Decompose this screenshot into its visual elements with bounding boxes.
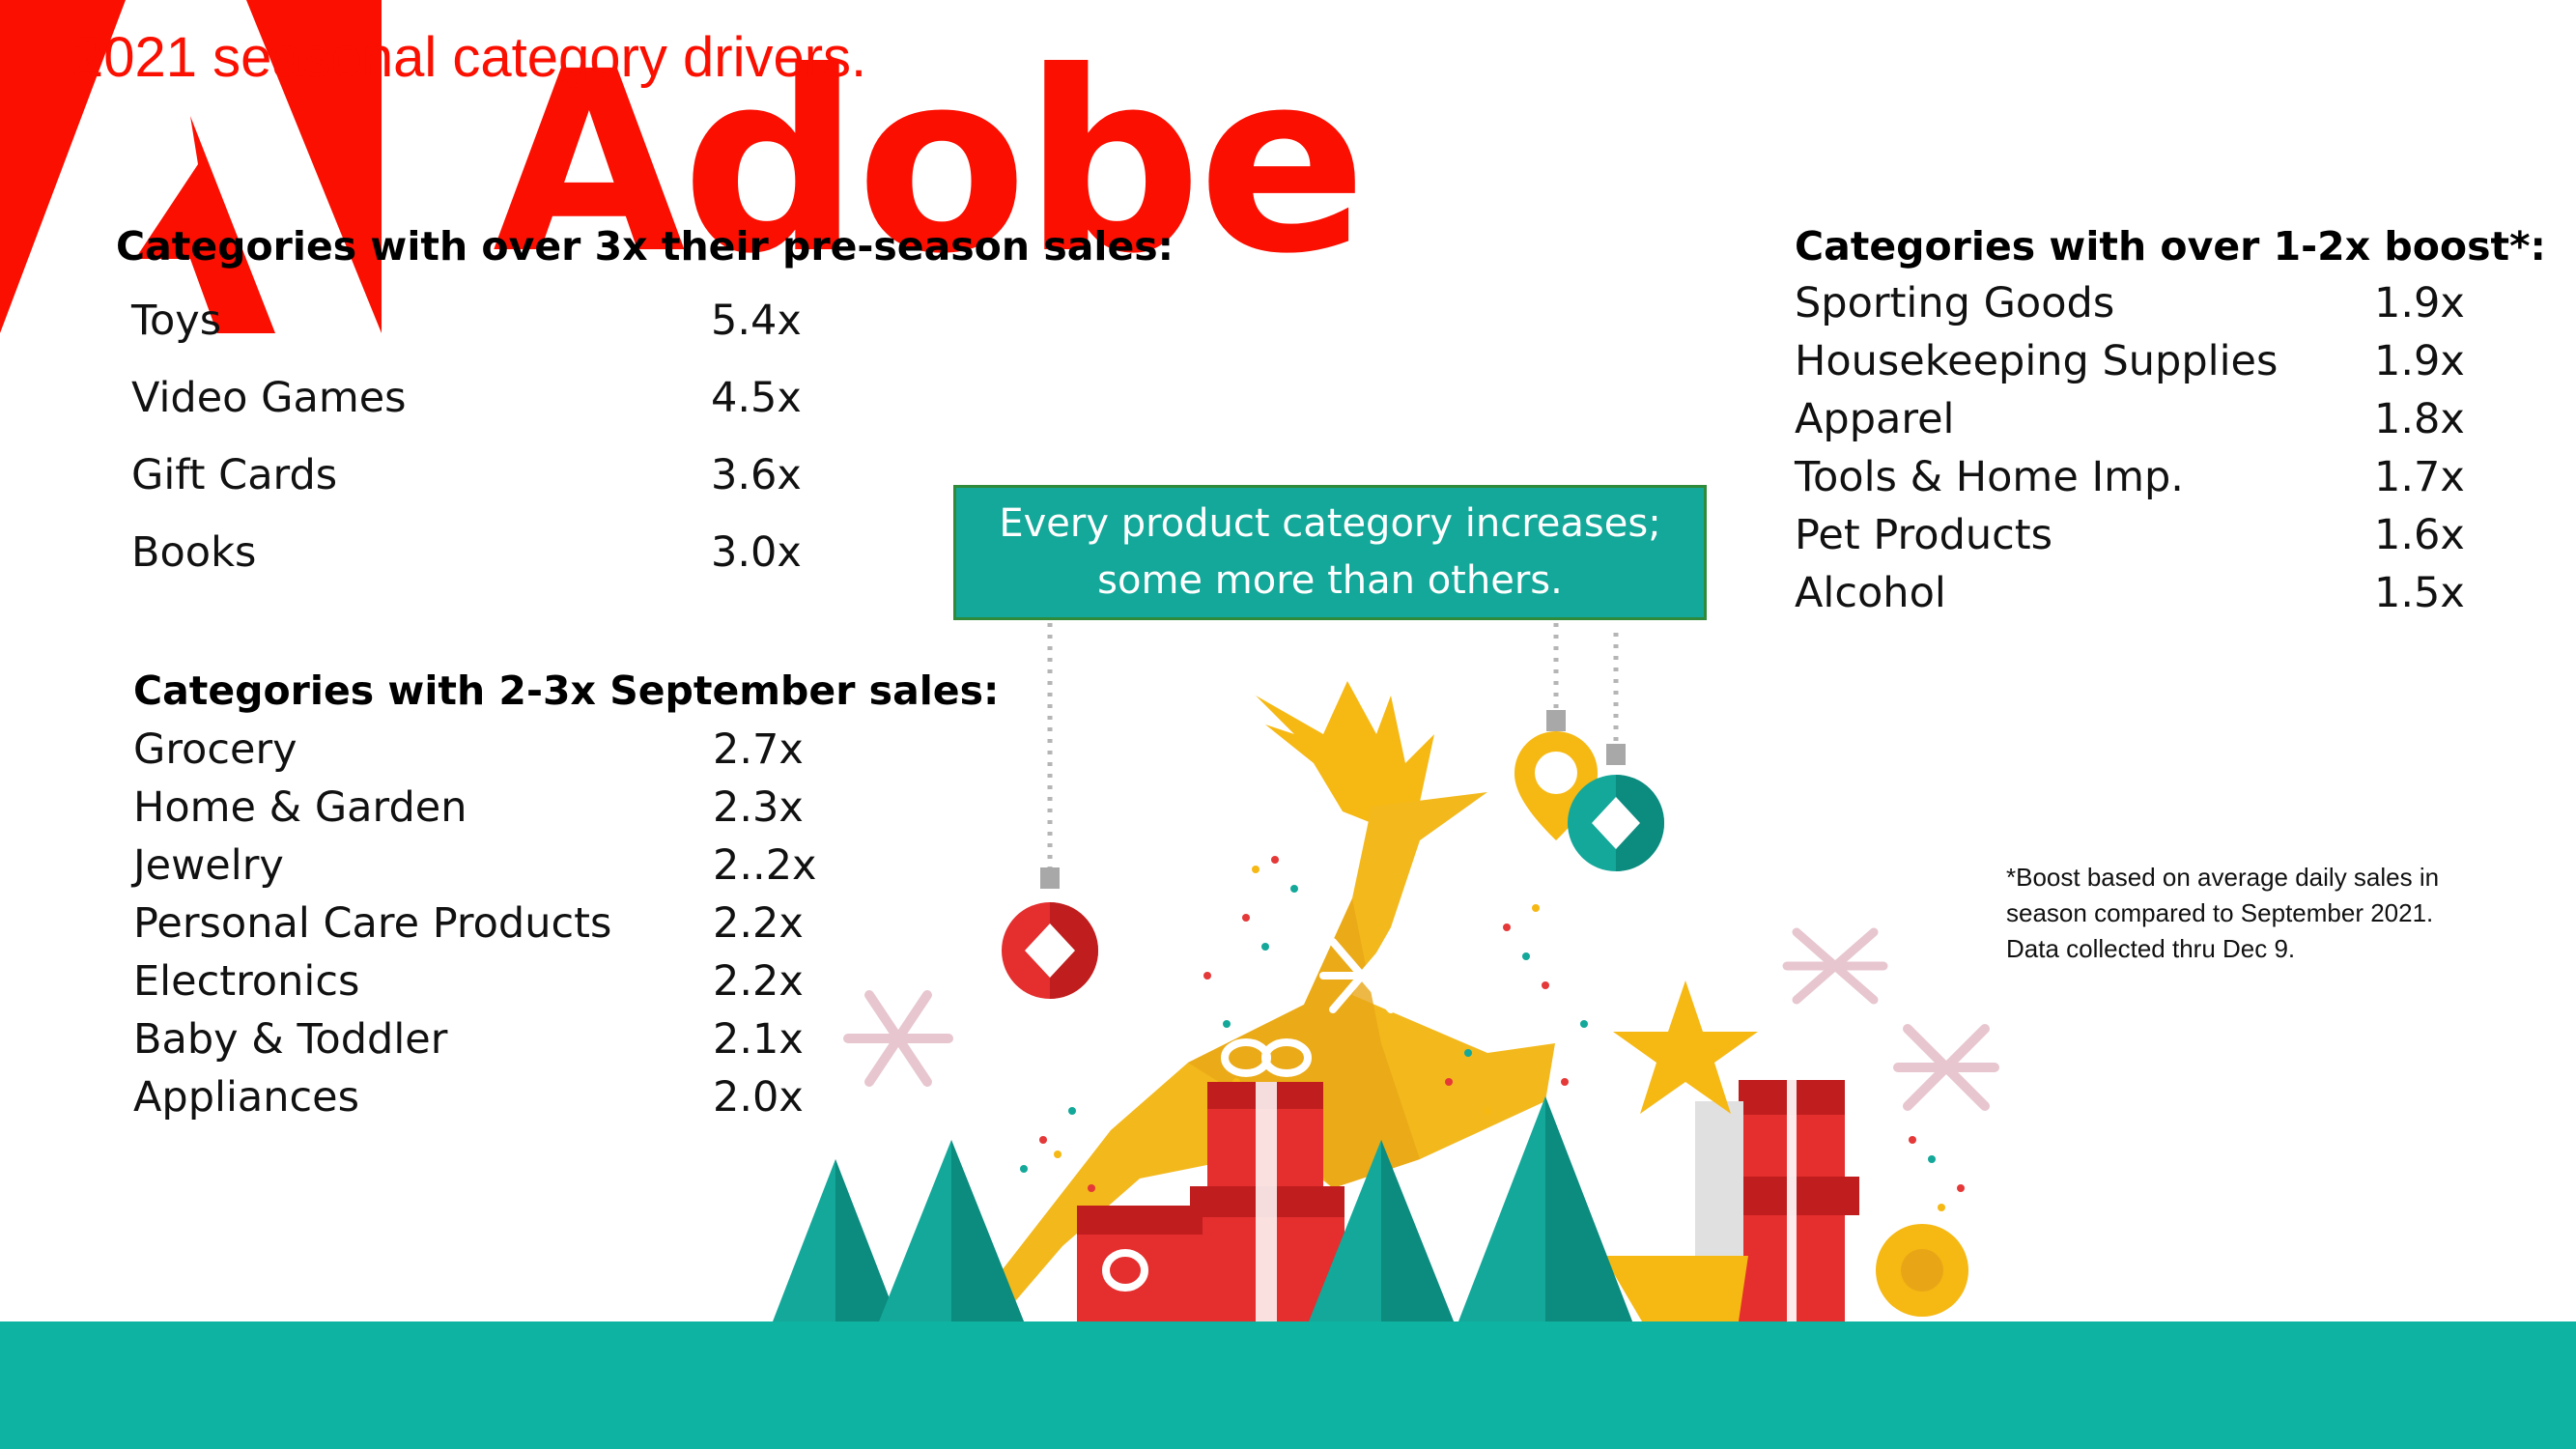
category-row: Sporting Goods 1.9x <box>1795 279 2465 338</box>
footnote-line: Data collected thru Dec 9. <box>2006 933 2296 963</box>
category-row: Personal Care Products 2.2x <box>133 899 817 958</box>
gift-box-icon <box>1724 1080 1859 1321</box>
category-value: 4.5x <box>711 374 802 422</box>
category-name: Electronics <box>133 957 360 1006</box>
category-row: Baby & Toddler 2.1x <box>133 1015 817 1074</box>
category-row: Gift Cards 3.6x <box>131 451 802 529</box>
category-row: Housekeeping Supplies 1.9x <box>1795 337 2465 396</box>
category-name: Books <box>131 528 257 577</box>
stocking-icon <box>1603 1101 1968 1321</box>
snowflake-icon <box>1319 938 1404 1013</box>
callout-line: some more than others. <box>1097 558 1563 603</box>
category-value: 2..2x <box>713 841 817 890</box>
category-value: 5.4x <box>711 297 802 345</box>
category-list-2-3x: Grocery 2.7x Home & Garden 2.3x Jewelry 2..… <box>133 725 817 1132</box>
adobe-logo-icon <box>0 0 382 333</box>
category-value: 1.6x <box>2374 511 2465 559</box>
category-name: Baby & Toddler <box>133 1015 448 1064</box>
category-value: 2.3x <box>713 783 804 832</box>
christmas-tree-icon <box>1309 1140 1454 1321</box>
category-value: 2.2x <box>713 899 804 948</box>
section-heading-over-3x: Categories with over 3x their pre-season… <box>116 223 1175 270</box>
christmas-tree-icon <box>773 1140 1024 1321</box>
category-row: Apparel 1.8x <box>1795 395 2465 454</box>
christmas-tree-icon <box>1458 1096 1632 1321</box>
ornament-icon <box>1002 867 1098 999</box>
category-name: Alcohol <box>1795 569 1946 617</box>
category-name: Apparel <box>1795 395 1955 443</box>
category-name: Grocery <box>133 725 297 774</box>
category-row: Tools & Home Imp. 1.7x <box>1795 453 2465 512</box>
category-row: Jewelry 2..2x <box>133 841 817 900</box>
category-name: Appliances <box>133 1073 360 1122</box>
category-row: Grocery 2.7x <box>133 725 817 784</box>
category-name: Video Games <box>131 374 407 422</box>
category-name: Tools & Home Imp. <box>1795 453 2184 501</box>
category-name: Jewelry <box>133 841 284 890</box>
category-row: Electronics 2.2x <box>133 957 817 1016</box>
slide-title: 2021 seasonal category drivers. <box>72 26 867 89</box>
category-list-1-2x: Sporting Goods 1.9x Housekeeping Supplies… <box>1795 279 2465 628</box>
adobe-wordmark: Adobe <box>493 18 1367 308</box>
category-name: Sporting Goods <box>1795 279 2115 327</box>
bottom-band <box>0 1321 2576 1449</box>
section-heading-2-3x: Categories with 2-3x September sales: <box>133 668 1000 714</box>
footnote-line: season compared to September 2021. <box>2006 897 2434 927</box>
category-row: Home & Garden 2.3x <box>133 783 817 842</box>
callout-box: Every product category increases; some m… <box>953 485 1707 620</box>
footnote: *Boost based on average daily sales in s… <box>2006 860 2508 967</box>
callout-line: Every product category increases; <box>999 500 1661 546</box>
category-list-over-3x: Toys 5.4x Video Games 4.5x Gift Cards 3.6x … <box>131 297 802 607</box>
category-value: 1.5x <box>2374 569 2465 617</box>
category-name: Personal Care Products <box>133 899 612 948</box>
gift-box-icon <box>1077 1206 1203 1321</box>
category-name: Housekeeping Supplies <box>1795 337 2279 385</box>
category-row: Appliances 2.0x <box>133 1073 817 1132</box>
category-value: 1.8x <box>2374 395 2465 443</box>
footnote-line: *Boost based on average daily sales in <box>2006 863 2440 892</box>
gift-box-icon <box>1190 1038 1345 1321</box>
snowflake-icon <box>1782 927 1888 1005</box>
category-name: Home & Garden <box>133 783 467 832</box>
star-icon <box>1613 980 1758 1114</box>
category-row: Books 3.0x <box>131 528 802 607</box>
category-value: 3.0x <box>711 528 802 577</box>
snowflake-icon <box>1893 1024 1999 1111</box>
ornament-icon <box>1568 744 1664 871</box>
snowflake-icon <box>843 990 953 1087</box>
category-name: Gift Cards <box>131 451 338 499</box>
category-row: Video Games 4.5x <box>131 374 802 452</box>
category-name: Pet Products <box>1795 511 2053 559</box>
section-heading-1-2x: Categories with over 1-2x boost*: <box>1795 223 2546 270</box>
category-value: 2.2x <box>713 957 804 1006</box>
category-value: 1.9x <box>2374 279 2465 327</box>
category-row: Alcohol 1.5x <box>1795 569 2465 628</box>
category-value: 1.7x <box>2374 453 2465 501</box>
category-row: Pet Products 1.6x <box>1795 511 2465 570</box>
category-value: 2.7x <box>713 725 804 774</box>
category-row: Toys 5.4x <box>131 297 802 375</box>
category-value: 1.9x <box>2374 337 2465 385</box>
category-value: 2.1x <box>713 1015 804 1064</box>
category-name: Toys <box>131 297 222 345</box>
category-value: 2.0x <box>713 1073 804 1122</box>
category-value: 3.6x <box>711 451 802 499</box>
